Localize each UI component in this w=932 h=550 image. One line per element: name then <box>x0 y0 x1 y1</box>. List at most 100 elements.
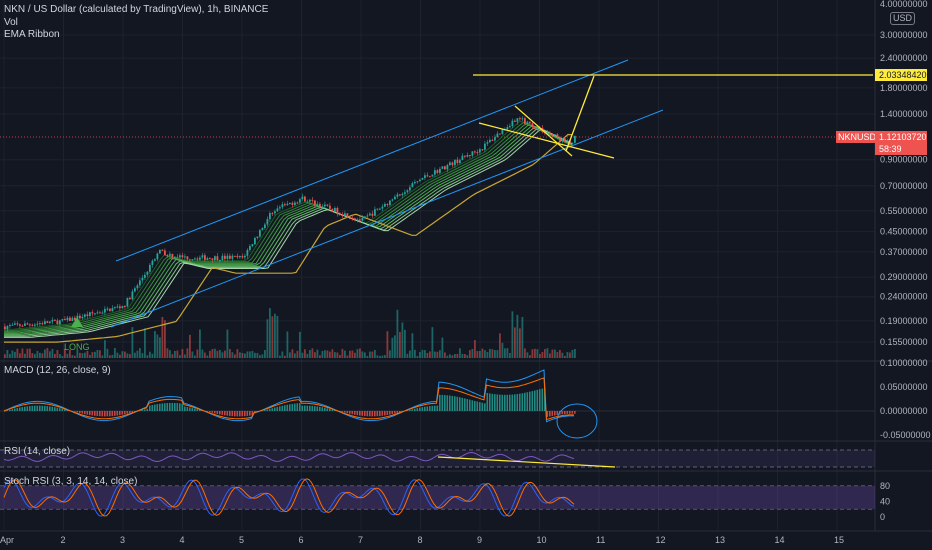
price-label: 0.45000000 <box>880 227 928 237</box>
macd-hist-bar <box>334 410 336 411</box>
macd-hist-bar <box>571 411 574 414</box>
macd-hist-bar <box>521 393 524 411</box>
macd-hist-bar <box>406 410 409 412</box>
macd-hist-bar <box>289 404 291 411</box>
macd-scale-label: -0.05000000 <box>880 430 931 440</box>
volume-bar <box>566 352 569 358</box>
macd-hist-bar <box>74 411 76 412</box>
rsi-pane <box>0 449 875 468</box>
volume-bar <box>96 349 99 358</box>
stoch-rsi-pane <box>0 478 875 517</box>
candle-body <box>41 323 44 325</box>
volume-bar <box>229 349 231 358</box>
price-label: 1.80000000 <box>880 83 928 93</box>
volume-bar <box>246 351 249 358</box>
volume-bar <box>456 353 459 358</box>
volume-bar <box>49 351 51 358</box>
macd-hist-bar <box>341 411 344 412</box>
candle-body <box>489 139 491 143</box>
macd-hist-bar <box>64 409 66 411</box>
volume-bar <box>476 351 479 358</box>
volume-bar <box>379 355 381 358</box>
macd-hist-bar <box>421 407 424 411</box>
candle-body <box>274 211 276 214</box>
candle-body <box>191 259 194 261</box>
volume-bar <box>224 350 226 358</box>
macd-hist-bar <box>471 400 474 411</box>
volume-bar <box>534 348 536 358</box>
macd-hist-bar <box>426 406 429 411</box>
candle-body <box>474 151 476 153</box>
target-badge <box>875 69 927 81</box>
candle-body <box>369 213 371 216</box>
volume-bar <box>24 353 26 358</box>
macd-hist-bar <box>351 411 354 415</box>
price-badge <box>875 130 927 155</box>
ribbon-line <box>4 123 573 333</box>
volume-bar <box>546 348 549 358</box>
trendline-drawings[interactable] <box>0 59 875 328</box>
volume-bar <box>216 350 219 358</box>
time-axis[interactable]: Apr 2 3 4 5 6 7 8 9 10 11 12 13 14 15 <box>0 535 844 545</box>
macd-hist-bar <box>186 406 189 411</box>
price-label: 0.19000000 <box>880 316 928 326</box>
candle-body <box>554 134 556 136</box>
currency-badge[interactable]: USD <box>890 12 916 25</box>
volume-bar <box>319 355 321 358</box>
candle-body <box>301 196 304 200</box>
candle-body <box>129 297 131 300</box>
candle-body <box>14 323 16 325</box>
candle-body <box>26 323 29 325</box>
volume-bar <box>271 316 274 358</box>
candle-body <box>444 166 446 170</box>
volume-bar <box>209 350 211 358</box>
volume-bar <box>539 353 541 358</box>
symbol-badge <box>836 130 875 143</box>
macd-hist-bar <box>221 411 224 415</box>
volume-bar <box>51 348 54 358</box>
time-label: Apr <box>0 535 14 545</box>
candle-body <box>29 324 31 326</box>
macd-hist-bar <box>196 409 199 411</box>
target-value: 2.03348420 <box>879 70 927 80</box>
volume-bar <box>449 354 451 358</box>
volume-bar <box>64 348 66 358</box>
candle-body <box>256 236 259 238</box>
macd-hist-bar <box>181 403 184 411</box>
macd-hist-bar <box>349 411 351 414</box>
macd-hist-bar <box>309 405 311 411</box>
price-label: 0.37000000 <box>880 247 928 257</box>
candle-body <box>206 258 209 260</box>
volume-bar <box>411 333 414 358</box>
candle-body <box>94 313 96 315</box>
candle-body <box>96 312 99 314</box>
macd-hist-bar <box>494 394 496 411</box>
candle-body <box>299 199 301 203</box>
volume-bar <box>74 355 76 358</box>
candle-body <box>101 312 104 314</box>
macd-hist-bar <box>321 407 324 411</box>
macd-hist-bar <box>21 407 24 411</box>
candle-body <box>66 317 69 321</box>
channel-upper-line <box>115 59 629 262</box>
time-label: 13 <box>715 535 725 545</box>
candle-body <box>264 224 266 229</box>
candle-body <box>116 306 119 308</box>
candle-body <box>91 312 94 314</box>
volume-bar <box>569 352 571 358</box>
volume-bar <box>334 352 336 358</box>
volume-bar <box>199 329 201 358</box>
macd-hist-bar <box>516 394 519 411</box>
volume-bar <box>499 333 501 358</box>
candle-body <box>309 199 311 202</box>
volume-bar <box>296 350 299 358</box>
candle-body <box>239 255 241 258</box>
price-scale[interactable]: 4.00000000 3.00000000 2.40000000 1.80000000… <box>836 0 931 522</box>
macd-hist-bar <box>531 391 534 411</box>
stoch-k-line <box>3 478 575 517</box>
candle-body <box>211 258 214 260</box>
volume-bar <box>269 308 271 358</box>
volume-bar <box>339 354 341 358</box>
volume-bar <box>169 350 171 358</box>
